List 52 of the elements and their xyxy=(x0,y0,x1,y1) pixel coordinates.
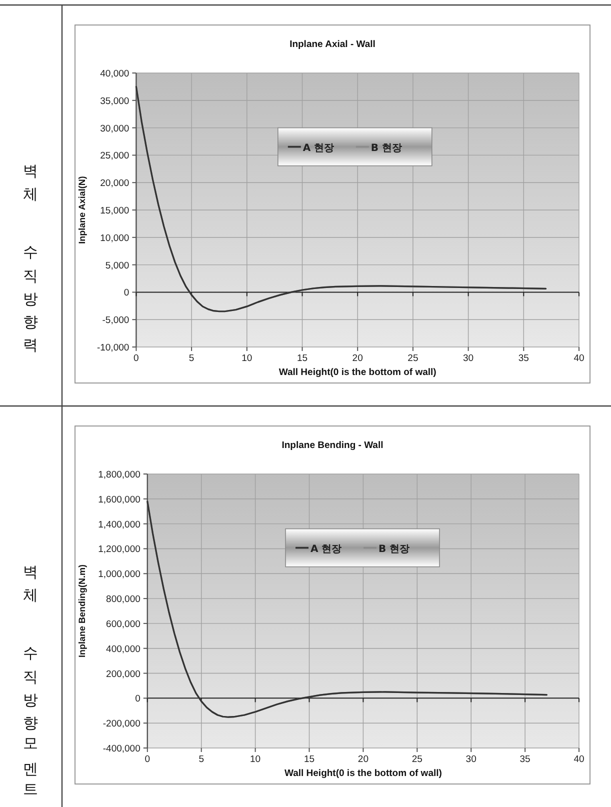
y-tick-label: 5,000 xyxy=(105,260,130,272)
x-tick-label: 30 xyxy=(466,754,476,765)
y-tick-label: 30,000 xyxy=(100,123,130,134)
legend-label: B 현장 xyxy=(370,142,402,154)
x-tick-label: 5 xyxy=(188,353,194,364)
x-tick-label: 35 xyxy=(518,353,529,364)
text: 벽체 수직방향력 xyxy=(22,153,40,353)
y-tick-label: 40,000 xyxy=(100,68,130,80)
y-tick-label: 10,000 xyxy=(100,232,130,244)
x-tick-label: 25 xyxy=(412,754,422,765)
legend-label: B 현장 xyxy=(378,544,410,555)
y-tick-label: 35,000 xyxy=(100,96,130,107)
y-tick-label: 1,000,000 xyxy=(98,569,140,580)
chart-title: Inplane Axial - Wall xyxy=(290,39,376,50)
y-tick-label: 0 xyxy=(135,694,140,705)
x-tick-label: 35 xyxy=(520,754,530,765)
x-tick-label: 30 xyxy=(463,353,474,364)
y-tick-label: -200,000 xyxy=(102,718,140,730)
y-tick-label: 15,000 xyxy=(100,206,130,216)
legend-label: A 현장 xyxy=(310,544,342,555)
y-axis-title: Inplane Bending(N.m) xyxy=(77,564,87,658)
y-tick-label: 600,000 xyxy=(106,618,140,630)
x-axis-title: Wall Height(0 is the bottom of wall) xyxy=(278,367,436,378)
x-tick-label: 15 xyxy=(296,353,308,364)
y-tick-label: 400,000 xyxy=(106,644,140,655)
y-tick-label: 1,400,000 xyxy=(98,519,140,530)
y-tick-label: 1,800,000 xyxy=(98,470,140,480)
y-tick-label: 800,000 xyxy=(106,594,140,606)
x-tick-label: 0 xyxy=(144,754,150,765)
x-tick-label: 25 xyxy=(408,353,418,364)
x-tick-label: 20 xyxy=(352,353,363,364)
y-tick-label: -5,000 xyxy=(102,315,130,326)
y-tick-label: -10,000 xyxy=(96,342,130,354)
text: 벽체 수직방향모멘트 xyxy=(22,554,40,797)
x-tick-label: 5 xyxy=(198,754,204,765)
y-tick-label: 25,000 xyxy=(100,150,130,162)
x-axis-title: Wall Height(0 is the bottom of wall) xyxy=(284,768,442,779)
x-tick-label: 40 xyxy=(574,754,584,765)
x-tick-label: 40 xyxy=(574,353,584,364)
chart-title: Inplane Bending - Wall xyxy=(282,440,384,451)
y-tick-label: 200,000 xyxy=(106,668,140,680)
legend-label: A 현장 xyxy=(302,142,334,154)
x-tick-label: 10 xyxy=(242,353,252,364)
x-tick-label: 15 xyxy=(304,754,315,765)
y-tick-label: -400,000 xyxy=(102,744,140,754)
y-axis-title: Inplane Axial(N) xyxy=(77,176,87,244)
y-tick-label: 1,200,000 xyxy=(98,544,140,556)
x-tick-label: 20 xyxy=(358,754,368,765)
y-tick-label: 1,600,000 xyxy=(98,494,140,506)
x-tick-label: 10 xyxy=(250,754,261,765)
y-tick-label: 0 xyxy=(124,288,130,299)
y-tick-label: 20,000 xyxy=(100,178,130,190)
